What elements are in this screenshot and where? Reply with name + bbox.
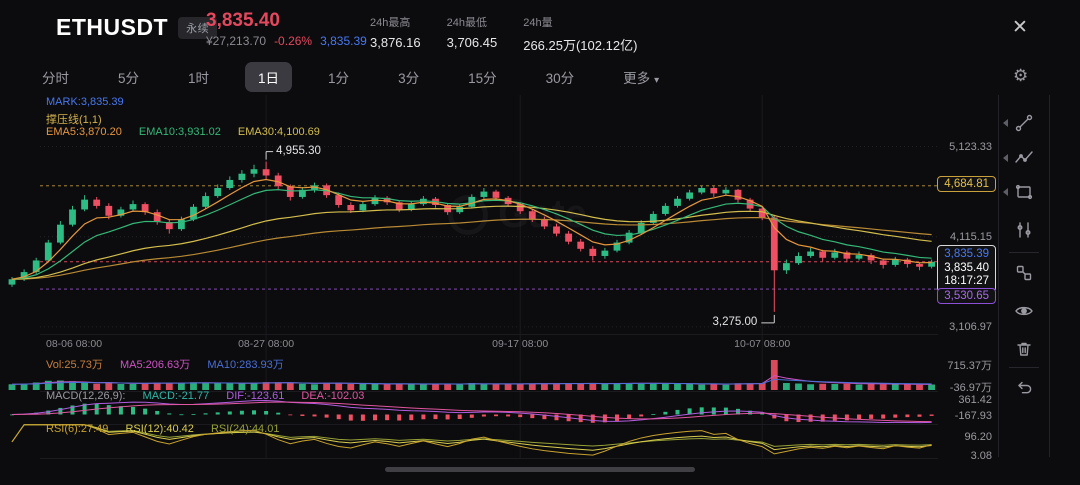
rsi-axis-low: 3.08 xyxy=(970,450,992,462)
tab-more[interactable]: 更多 ▾ xyxy=(623,71,660,86)
annotation-low-price: 3,275.00 xyxy=(712,315,758,328)
change-percent: -0.26% xyxy=(274,34,313,48)
indicator-sliders-icon[interactable] xyxy=(1014,220,1034,240)
stat-24h-volume: 24h量 266.25万(102.12亿) xyxy=(523,17,638,53)
tab-5min[interactable]: 5分 xyxy=(118,71,140,86)
chevron-left-icon[interactable] xyxy=(1003,154,1008,162)
watermark-text: Gate xyxy=(498,192,587,237)
price-tick-3: 3,106.97 xyxy=(949,321,992,333)
volume-axis-low: -36.97万 xyxy=(949,382,992,394)
tab-1day-selected[interactable]: 1日 xyxy=(245,62,293,92)
tab-1min[interactable]: 1分 xyxy=(328,71,350,86)
undo-icon[interactable] xyxy=(1014,377,1034,397)
eye-icon[interactable] xyxy=(1014,301,1034,321)
contract-type-badge: 永续 xyxy=(178,16,218,39)
drawing-toolbar xyxy=(998,95,1050,457)
annotation-high-price: 4,955.30 xyxy=(276,144,321,157)
shape-draw-icon[interactable] xyxy=(1014,182,1034,202)
gear-icon[interactable]: ⚙ xyxy=(1013,66,1029,85)
macd-axis-low: -167.93 xyxy=(954,410,992,422)
legend-mark: MARK:3,835.39 xyxy=(46,96,124,108)
symbol-text: ETHUSDT xyxy=(56,14,169,40)
date-tick-3: 09-17 08:00 xyxy=(492,338,549,350)
chevron-left-icon[interactable] xyxy=(1003,188,1008,196)
last-price: 3,835.40 xyxy=(206,10,280,31)
index-price: 3,835.39 xyxy=(320,34,367,48)
rsi-axis-high: 96.20 xyxy=(964,431,992,443)
legend-ema: EMA5:3,870.20 EMA10:3,931.02 EMA30:4,100… xyxy=(46,126,320,138)
close-icon[interactable]: ✕ xyxy=(1012,17,1028,38)
price-subline: ¥27,213.70 -0.26% 3,835.39 xyxy=(206,34,367,48)
tab-minute-line[interactable]: 分时 xyxy=(42,71,69,86)
legend-volume: Vol:25.73万 MA5:206.63万 MA10:283.93万 xyxy=(46,359,284,371)
legend-rsi: RSI(6):27.49 RSI(12):40.42 RSI(24):44.01 xyxy=(46,423,280,435)
legend-pressure-line: 撑压线(1,1) xyxy=(46,114,102,126)
stats-row: 24h最高 3,876.16 24h最低 3,706.45 24h量 266.2… xyxy=(370,14,637,54)
tab-1hour[interactable]: 1时 xyxy=(188,71,210,86)
trash-icon[interactable] xyxy=(1014,339,1034,359)
timeframe-tabs: 分时 5分 1时 1日 1分 3分 15分 30分 更多 ▾ xyxy=(42,62,659,92)
trend-line-icon[interactable] xyxy=(1014,113,1034,133)
tab-15min[interactable]: 15分 xyxy=(468,71,497,86)
fiat-price: ¥27,213.70 xyxy=(206,34,267,48)
chevron-down-icon: ▾ xyxy=(654,75,660,86)
tab-3min[interactable]: 3分 xyxy=(398,71,420,86)
volume-axis-high: 715.37万 xyxy=(947,360,992,372)
toolbar-divider xyxy=(1009,252,1039,253)
chevron-left-icon[interactable] xyxy=(1003,119,1008,127)
last-update-time: 18:17:27 xyxy=(944,275,989,287)
tab-30min[interactable]: 30分 xyxy=(545,71,575,86)
watermark: Gate xyxy=(448,192,587,237)
home-indicator[interactable] xyxy=(385,467,695,472)
last-price-box: 3,835.39 3,835.40 18:17:27 xyxy=(937,245,996,292)
resistance-level-box: 4,684.81 xyxy=(937,176,996,192)
watermark-logo-icon xyxy=(448,194,488,235)
zigzag-line-icon[interactable] xyxy=(1014,148,1034,168)
object-group-icon[interactable] xyxy=(1014,263,1034,283)
symbol-title: ETHUSDT 永续 xyxy=(56,14,218,41)
date-tick-2: 08-27 08:00 xyxy=(238,338,295,350)
stat-24h-high: 24h最高 3,876.16 xyxy=(370,17,421,50)
last-price-value: 3,835.40 xyxy=(944,261,989,274)
toolbar-divider xyxy=(1009,367,1039,368)
legend-macd: MACD(12,26,9): MACD:-21.77 DIF:-123.61 D… xyxy=(46,390,365,402)
price-tick-1: 5,123.33 xyxy=(949,141,992,153)
mark-price-value: 3,835.39 xyxy=(944,248,989,260)
date-tick-4: 10-07 08:00 xyxy=(734,338,791,350)
stat-24h-low: 24h最低 3,706.45 xyxy=(446,17,498,50)
price-tick-2: 4,115.15 xyxy=(949,231,992,243)
date-tick-1: 08-06 08:00 xyxy=(46,338,103,350)
macd-axis-high: 361.42 xyxy=(958,394,992,406)
support-level-box: 3,530.65 xyxy=(937,288,996,304)
